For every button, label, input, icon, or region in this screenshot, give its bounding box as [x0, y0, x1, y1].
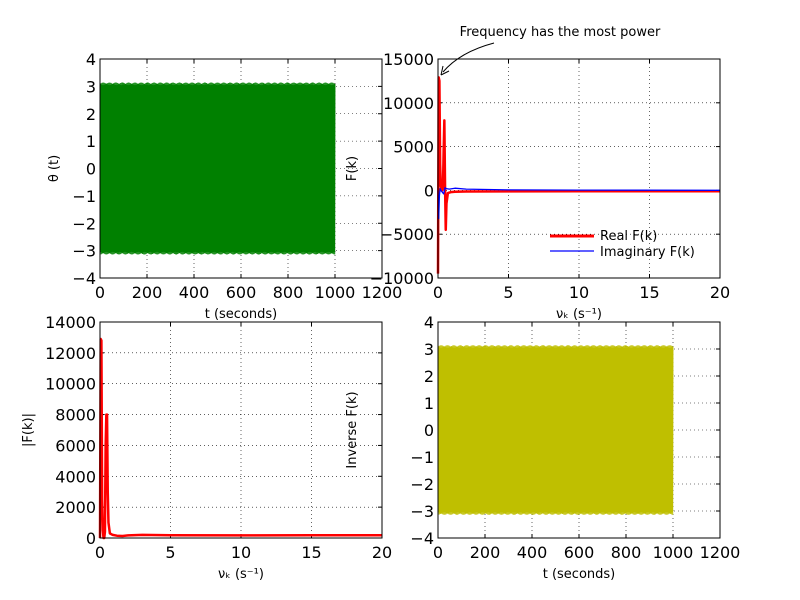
- x-tick-label: 15: [639, 283, 659, 302]
- axes-frame: [437, 58, 721, 279]
- legend: Real F(k) Imaginary F(k): [550, 229, 695, 260]
- annotation-arrowhead: [440, 65, 450, 76]
- panel-theta: 0 200 400 600 800 1000 1200 −4 −3 −2 −1 0 1 2 3 4 t (s…: [47, 50, 402, 322]
- y-tick-label: −1: [410, 448, 434, 467]
- legend-label-real: Real F(k): [600, 229, 657, 244]
- x-tick-label: 600: [226, 283, 257, 302]
- series-line: [436, 76, 720, 274]
- y-tick-label: 14000: [45, 313, 96, 332]
- y-tick-label: −2: [72, 214, 96, 233]
- series-line: [98, 337, 383, 540]
- x-tick-label: 1200: [362, 283, 403, 302]
- axes-frame: [99, 58, 383, 279]
- annotation-arrow: [442, 42, 495, 73]
- y-tick-label: 10000: [45, 375, 96, 394]
- panel-inverse: 0 200 400 600 800 1000 1200 −4 −3 −2 −1 0 1 2 3 4 t (s…: [345, 313, 740, 582]
- x-tick-label: 200: [132, 283, 163, 302]
- series-line: [99, 82, 336, 255]
- x-tick-label: 1000: [653, 543, 694, 562]
- x-tick-label: 10: [231, 543, 251, 562]
- plot-data: [437, 345, 674, 515]
- y-tick-label: −4: [72, 269, 96, 288]
- x-tick-label: 5: [165, 543, 175, 562]
- y-tick-label: 0: [424, 421, 434, 440]
- x-tick-label: 400: [517, 543, 548, 562]
- y-tick-label: 2: [86, 105, 96, 124]
- x-tick-labels: 0 200 400 600 800 1000 1200: [95, 283, 402, 302]
- y-tick-labels: −10000 −5000 0 5000 10000 15000: [370, 50, 434, 288]
- y-tick-label: 1: [86, 132, 96, 151]
- axes-frame: [99, 321, 383, 539]
- y-tick-label: 4: [424, 313, 434, 332]
- y-tick-label: −3: [72, 242, 96, 261]
- y-tick-label: 4000: [55, 467, 96, 486]
- x-tick-labels: 0 5 10 15 20: [433, 283, 730, 302]
- x-tick-label: 1200: [700, 543, 741, 562]
- x-tick-label: 20: [372, 543, 392, 562]
- y-tick-labels: 0 2000 4000 6000 8000 10000 12000 14000: [45, 313, 96, 548]
- grid-lines: [99, 321, 383, 539]
- x-tick-label: 800: [611, 543, 642, 562]
- plot-data: [436, 76, 721, 274]
- y-tick-label: 15000: [383, 50, 434, 69]
- axes-frame: [437, 321, 721, 539]
- y-tick-label: −2: [410, 475, 434, 494]
- panel-fourier-transform: 0 5 10 15 20 −10000 −5000 0 5000 10000 15000 νₖ (…: [345, 25, 730, 322]
- y-tick-label: 10000: [383, 94, 434, 113]
- plot-data: [99, 82, 336, 255]
- plot-data: [98, 337, 383, 540]
- y-tick-label: 12000: [45, 344, 96, 363]
- y-tick-label: 6000: [55, 436, 96, 455]
- x-tick-label: 800: [273, 283, 304, 302]
- x-tick-labels: 0 5 10 15 20: [95, 543, 392, 562]
- x-axis-label: νₖ (s⁻¹): [556, 307, 602, 322]
- y-tick-label: 3: [424, 340, 434, 359]
- x-tick-label: 5: [503, 283, 513, 302]
- y-tick-label: −10000: [370, 269, 434, 288]
- y-tick-label: 0: [424, 181, 434, 200]
- x-tick-label: 0: [95, 283, 105, 302]
- x-tick-label: 200: [470, 543, 501, 562]
- legend-label-imaginary: Imaginary F(k): [600, 245, 695, 260]
- x-tick-label: 15: [301, 543, 321, 562]
- x-tick-label: 20: [710, 283, 730, 302]
- x-tick-label: 400: [179, 283, 210, 302]
- y-axis-label: F(k): [345, 156, 360, 181]
- y-tick-label: 2000: [55, 498, 96, 517]
- y-axis-label: θ (t): [47, 155, 62, 182]
- x-axis-label: νₖ (s⁻¹): [218, 567, 264, 582]
- annotation: Frequency has the most power: [440, 25, 661, 76]
- x-tick-label: 0: [433, 283, 443, 302]
- x-tick-label: 0: [95, 543, 105, 562]
- x-tick-label: 0: [433, 543, 443, 562]
- y-tick-label: 8000: [55, 406, 96, 425]
- y-tick-label: −3: [410, 502, 434, 521]
- x-tick-labels: 0 200 400 600 800 1000 1200: [433, 543, 740, 562]
- x-tick-label: 10: [569, 283, 589, 302]
- y-tick-labels: −4 −3 −2 −1 0 1 2 3 4: [72, 50, 96, 288]
- y-tick-labels: −4 −3 −2 −1 0 1 2 3 4: [410, 313, 434, 548]
- y-tick-label: 3: [86, 77, 96, 96]
- x-tick-label: 1000: [315, 283, 356, 302]
- y-tick-label: −5000: [380, 225, 434, 244]
- x-axis-label: t (seconds): [543, 567, 616, 582]
- y-tick-label: 5000: [393, 138, 434, 157]
- y-tick-label: 4: [86, 50, 96, 69]
- series-line: [437, 345, 674, 515]
- series-line: [437, 187, 721, 220]
- y-axis-label: |F(k)|: [21, 413, 36, 447]
- x-axis-label: t (seconds): [205, 307, 278, 322]
- y-tick-label: −4: [410, 529, 434, 548]
- y-tick-label: 0: [86, 529, 96, 548]
- panel-magnitude: 0 5 10 15 20 0 2000 4000 6000 8000 10000 12000 1400…: [21, 313, 392, 582]
- y-tick-label: 2: [424, 367, 434, 386]
- y-tick-label: 0: [86, 160, 96, 179]
- y-axis-label: Inverse F(k): [345, 391, 360, 468]
- x-tick-label: 600: [564, 543, 595, 562]
- y-tick-label: 1: [424, 394, 434, 413]
- y-tick-label: −1: [72, 187, 96, 206]
- annotation-text: Frequency has the most power: [460, 25, 661, 40]
